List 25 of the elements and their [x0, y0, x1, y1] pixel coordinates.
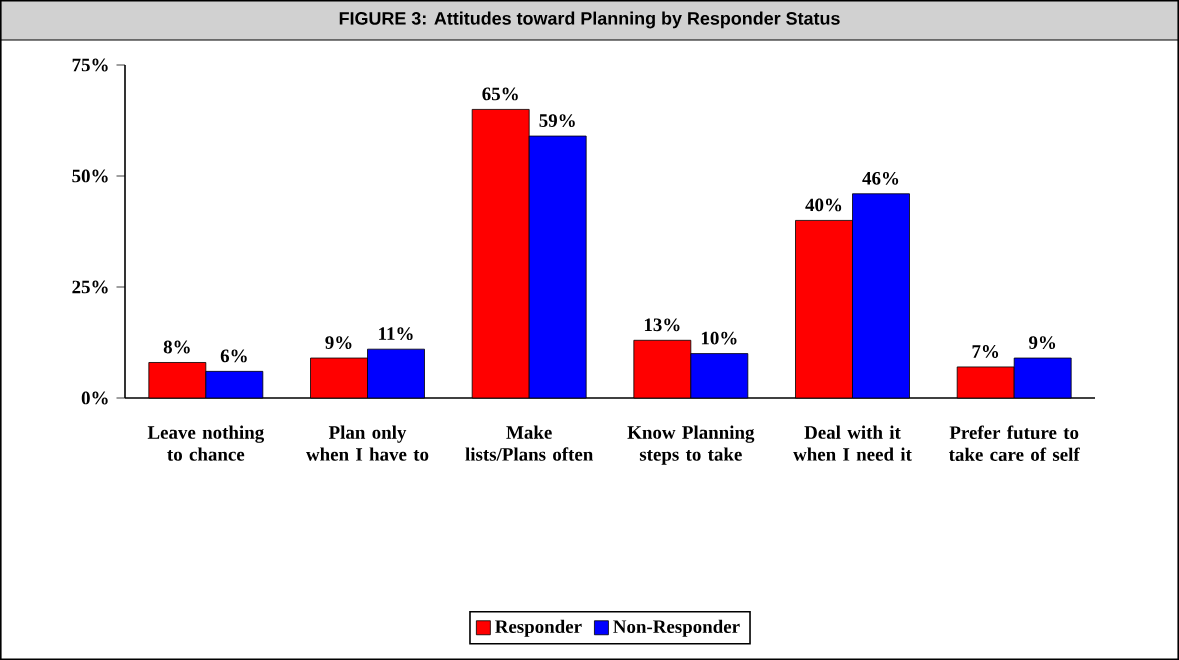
x-tick-label: Leave nothing to chance — [147, 425, 265, 461]
x-tick-label: Deal with it when I need it — [793, 425, 912, 461]
x-tick-label: Make lists/Plans often — [465, 425, 594, 461]
data-label: 8% — [163, 340, 190, 354]
legend-label: Non-Responder — [613, 619, 740, 637]
data-label: 13% — [644, 318, 680, 332]
data-label: 11% — [379, 327, 413, 341]
data-label: 59% — [539, 114, 575, 128]
legend-label: Responder — [495, 619, 582, 637]
x-tick-label: Plan only when I have to — [306, 425, 429, 461]
data-label: 10% — [701, 331, 737, 345]
data-label: 46% — [862, 171, 899, 185]
y-tick-label: 75% — [72, 58, 108, 72]
chart-title: FIGURE 3: Attitudes toward Planning by Responder Status — [339, 11, 840, 29]
x-tick-label: Know Planning steps to take — [627, 425, 755, 465]
x-tick-label: Prefer future to take care of self — [948, 425, 1080, 461]
y-tick-label: 0% — [81, 391, 108, 405]
data-label: 40% — [805, 198, 842, 212]
data-label: 6% — [220, 349, 247, 363]
data-label: 9% — [325, 336, 352, 349]
data-label: 65% — [482, 87, 518, 101]
y-tick-label: 50% — [72, 169, 108, 183]
data-label: 9% — [1029, 336, 1056, 349]
y-tick-label: 25% — [72, 280, 108, 294]
data-label: 7% — [972, 345, 999, 358]
